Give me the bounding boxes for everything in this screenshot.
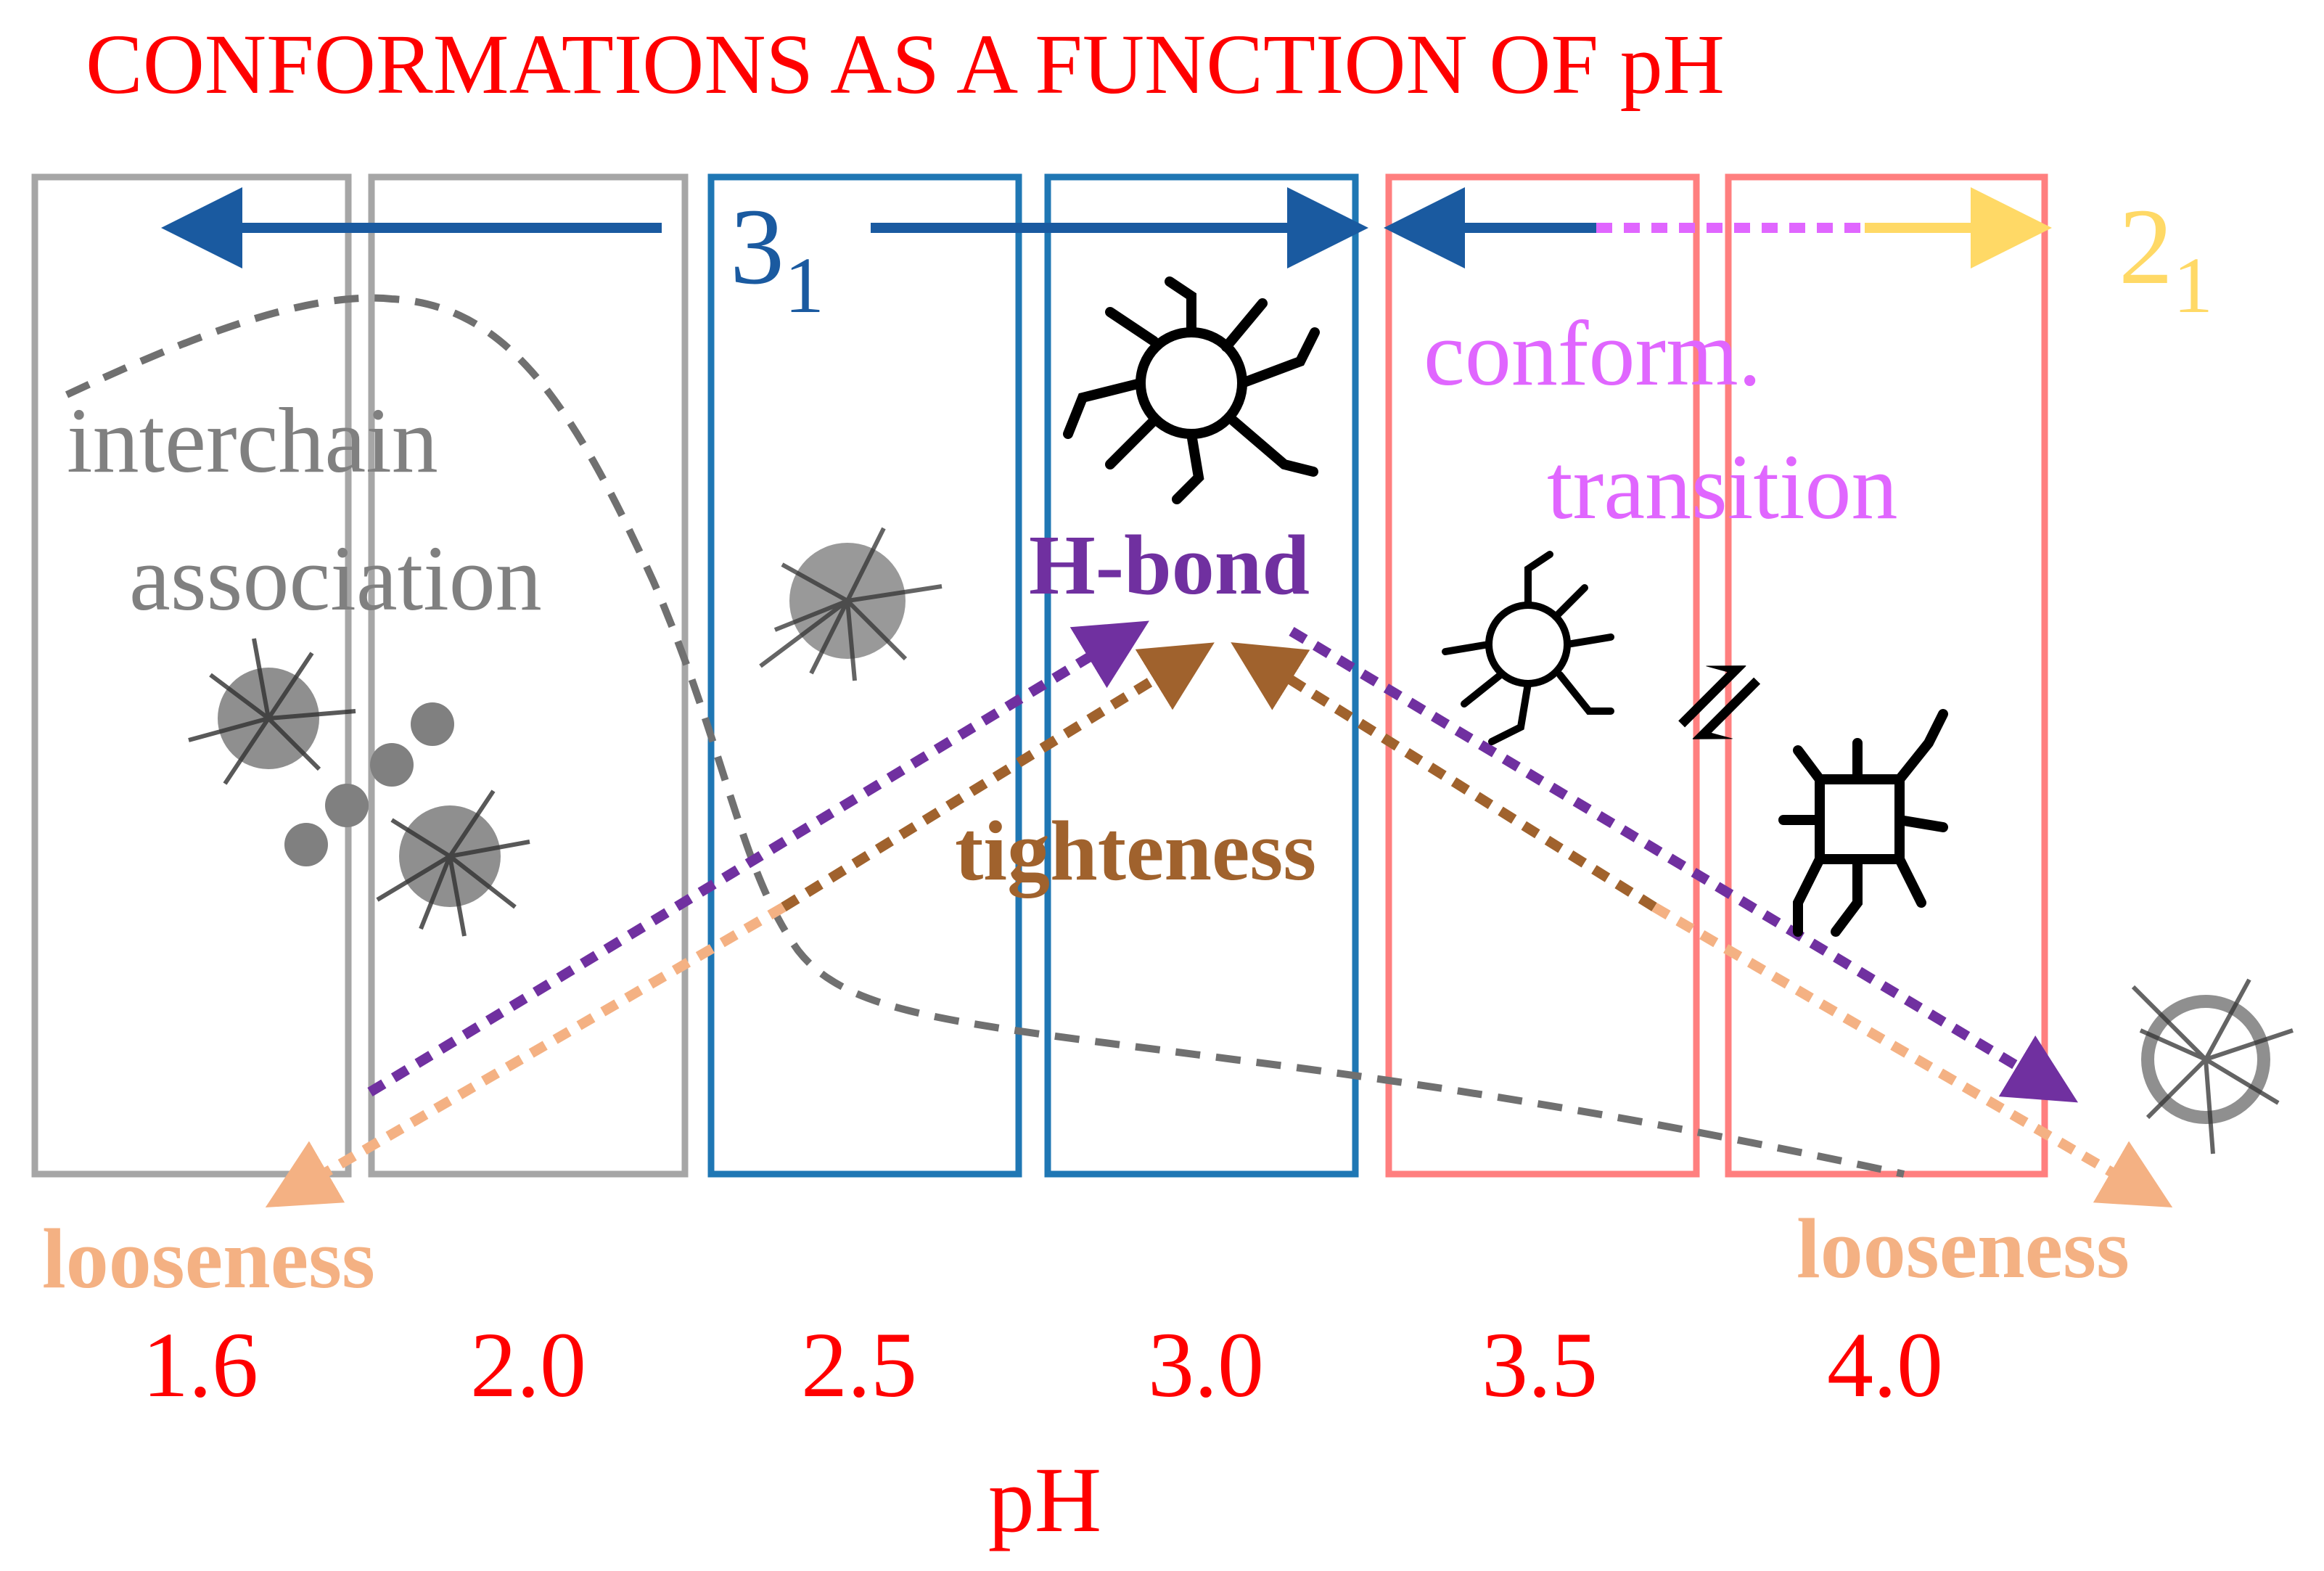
loose-arrow-right <box>1651 902 2173 1208</box>
tick-label: 3.0 <box>1148 1313 1264 1416</box>
helix-two-one-sub: 1 <box>2173 241 2213 329</box>
helix-three-one: 31 <box>730 186 824 329</box>
gray-box-right <box>368 173 689 1178</box>
pink-box-left <box>1385 173 1700 1178</box>
helix-three-one-base: 3 <box>730 186 784 307</box>
polymer-chain-icon <box>2131 978 2294 1154</box>
hbond-arrow-left <box>367 620 1149 1096</box>
hbond-arrow-right <box>1289 626 2079 1103</box>
label-tighteness: tighteness <box>955 803 1316 898</box>
tick-label: 2.5 <box>801 1313 917 1416</box>
tick-label: 2.0 <box>470 1313 586 1416</box>
loose-arrow-left <box>265 902 787 1208</box>
helix-two-one-base: 2 <box>2119 186 2173 307</box>
label-looseness-right: looseness <box>1797 1201 2130 1296</box>
label-conform: conform. <box>1424 302 1762 405</box>
tick-label: 3.5 <box>1482 1313 1598 1416</box>
helix-three-one-sub: 1 <box>784 241 824 329</box>
label-looseness-left: looseness <box>42 1211 375 1306</box>
polymer-chain-icon <box>1778 709 1948 937</box>
tick-label: 4.0 <box>1827 1313 1943 1416</box>
equilibrium-arrows-icon: ⇌ <box>1638 621 1799 782</box>
pink-box-right <box>1725 173 2048 1178</box>
polymer-chain-icon <box>759 527 943 681</box>
polymer-chain-icon <box>1442 551 1614 745</box>
helix-two-one: 21 <box>2119 186 2213 329</box>
label-hbond: H-bond <box>1029 517 1310 612</box>
label-interchain: interchain <box>67 389 438 492</box>
association-curve <box>65 294 1905 1178</box>
pink-region <box>1385 173 2048 1178</box>
x-axis-label: pH <box>988 1448 1101 1551</box>
gray-region <box>31 173 689 1178</box>
ph-axis: 1.6 2.0 2.5 3.0 3.5 4.0 pH <box>142 1313 1943 1551</box>
gray-box-left <box>31 173 352 1178</box>
blue-box-left <box>707 173 1022 1178</box>
label-association: association <box>129 527 542 630</box>
label-transition: transition <box>1547 435 1898 538</box>
blue-box-right <box>1044 173 1359 1178</box>
polymer-aggregate-icon <box>188 638 530 937</box>
blue-region <box>707 173 1359 1178</box>
diagram-title: CONFORMATIONS AS A FUNCTION OF pH <box>86 17 1725 112</box>
tight-arrow-right <box>1231 642 1657 911</box>
tick-label: 1.6 <box>142 1313 258 1416</box>
polymer-chain-icon <box>1063 276 1320 504</box>
